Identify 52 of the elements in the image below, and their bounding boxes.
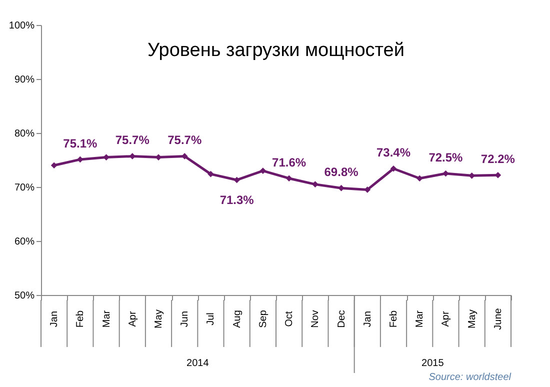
point bbox=[129, 153, 136, 160]
data-label: 72.2% bbox=[480, 152, 516, 166]
x-tick-label: Jan bbox=[362, 310, 374, 328]
point bbox=[494, 172, 502, 178]
text: Уровень загрузки мощностей bbox=[148, 40, 404, 61]
data-label: 75.7% bbox=[168, 133, 202, 148]
x-tick-label: Sep bbox=[258, 310, 269, 328]
point bbox=[77, 156, 84, 163]
x-tick-label: Feb bbox=[388, 310, 400, 328]
data-label: 75.1% bbox=[63, 136, 98, 150]
x-tick-label: May bbox=[154, 310, 164, 328]
point bbox=[181, 153, 188, 160]
x-tick-label: May bbox=[466, 310, 478, 328]
point bbox=[364, 186, 371, 193]
x-tick-label: Mar bbox=[414, 310, 426, 328]
text: 2015 bbox=[422, 358, 444, 369]
y-tick-label: 100% bbox=[8, 20, 35, 32]
data-label: 75.7% bbox=[115, 133, 150, 148]
x-tick-label: Jan bbox=[49, 310, 60, 328]
point bbox=[260, 168, 266, 174]
data-label: 71.3% bbox=[220, 192, 254, 207]
data-label: 73.4% bbox=[376, 146, 411, 160]
y-tick-label: 80% bbox=[14, 128, 35, 140]
x-tick-label: Apr bbox=[440, 310, 452, 327]
source-note: Source: worldsteel bbox=[428, 372, 512, 383]
point bbox=[286, 175, 292, 182]
point bbox=[442, 170, 449, 177]
x-tick-label: Nov bbox=[310, 310, 322, 328]
data-label: 69.8% bbox=[324, 165, 359, 180]
x-tick-label: Mar bbox=[101, 310, 112, 328]
point bbox=[390, 165, 397, 172]
y-tick-label: 90% bbox=[14, 74, 35, 86]
x-tick-label: Jun bbox=[180, 310, 191, 328]
text: 2014 bbox=[186, 358, 210, 369]
x-tick-label: Dec bbox=[336, 310, 348, 328]
point bbox=[234, 176, 240, 184]
point bbox=[416, 175, 423, 182]
data-label: 71.6% bbox=[272, 155, 306, 170]
y-tick-label: 50% bbox=[14, 290, 35, 302]
point bbox=[208, 170, 214, 178]
x-tick-label: Feb bbox=[75, 310, 86, 328]
point bbox=[50, 162, 58, 169]
x-tick-label: Jul bbox=[206, 312, 217, 326]
data-label: 72.5% bbox=[428, 150, 464, 164]
x-tick-label: Aug bbox=[232, 310, 243, 328]
point bbox=[338, 184, 344, 192]
x-tick-label: June bbox=[492, 308, 504, 330]
y-tick-label: 70% bbox=[14, 182, 35, 194]
point bbox=[155, 154, 162, 160]
x-tick-label: Oct bbox=[284, 311, 296, 327]
y-tick-label: 60% bbox=[14, 236, 35, 248]
x-tick-label: Apr bbox=[127, 310, 138, 327]
